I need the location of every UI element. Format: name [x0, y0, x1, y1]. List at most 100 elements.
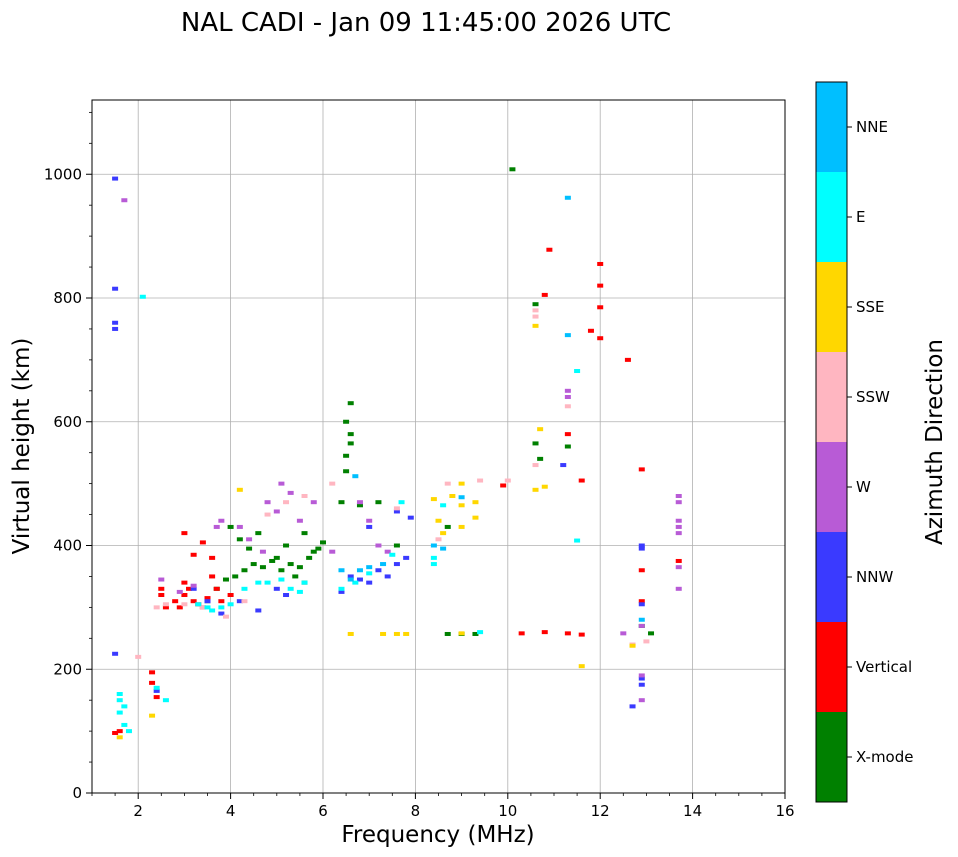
data-point-e [121, 704, 128, 709]
colorbar-segment-ssw [816, 352, 847, 442]
data-point-x-mode [250, 562, 257, 567]
data-point-x-mode [255, 531, 262, 536]
data-point-nne [458, 495, 465, 500]
data-point-sse [532, 487, 539, 492]
data-point-w [356, 500, 363, 505]
data-point-e [241, 586, 248, 591]
data-point-e [125, 729, 132, 734]
y-axis-ticks: 0 200 400 600 800 1000 [44, 111, 92, 802]
y-tick-label: 400 [53, 537, 82, 555]
data-point-w [675, 494, 682, 498]
data-point-nnw [638, 676, 645, 681]
data-point-ssw [532, 308, 539, 313]
data-point-e [352, 580, 359, 585]
colorbar-tick-label: SSE [856, 298, 885, 316]
data-point-e [574, 538, 581, 543]
colorbar-segment-w [816, 442, 847, 532]
data-point-w [329, 549, 336, 554]
data-point-ssw [643, 639, 650, 644]
data-point-w [384, 549, 391, 554]
plot-background [92, 100, 785, 793]
x-tick-label: 8 [411, 802, 421, 820]
data-point-vertical [204, 596, 211, 601]
data-point-e [153, 685, 160, 690]
data-point-vertical [597, 261, 604, 266]
data-point-x-mode [315, 546, 322, 551]
data-point-vertical [181, 580, 188, 585]
data-point-vertical [578, 632, 585, 637]
data-point-ssw [564, 404, 571, 409]
data-point-nne [564, 195, 571, 200]
data-point-x-mode [232, 574, 239, 579]
data-point-ssw [181, 602, 188, 607]
data-point-ssw [435, 537, 442, 542]
x-tick-label: 12 [591, 802, 610, 820]
x-tick-label: 14 [683, 802, 702, 820]
data-point-ssw [532, 463, 539, 468]
data-point-w [218, 518, 225, 523]
data-point-ssw [135, 654, 142, 659]
data-point-e [264, 580, 271, 585]
data-point-x-mode [306, 555, 313, 560]
data-point-sse [472, 500, 479, 505]
data-point-e [195, 602, 202, 607]
data-point-w [287, 490, 294, 495]
data-point-ssw [329, 481, 336, 486]
data-point-e [398, 500, 405, 505]
data-point-vertical [176, 605, 183, 610]
data-point-ssw [393, 506, 400, 511]
y-tick-label: 0 [72, 784, 82, 802]
data-point-sse [458, 524, 465, 529]
data-point-e [218, 605, 225, 610]
data-point-nnw [112, 286, 119, 291]
x-tick-label: 4 [226, 802, 236, 820]
data-point-nne [430, 543, 437, 548]
data-point-nnw [204, 599, 211, 604]
data-point-w [620, 631, 627, 636]
data-point-ssw [283, 500, 290, 505]
data-point-sse [629, 643, 636, 648]
data-point-x-mode [236, 537, 243, 542]
data-point-x-mode [347, 441, 354, 446]
data-point-vertical [153, 695, 160, 700]
data-point-vertical [546, 247, 553, 252]
data-point-w [675, 500, 682, 505]
data-point-w [246, 537, 253, 542]
gridlines [92, 100, 786, 794]
data-point-e [477, 630, 484, 635]
data-point-nnw [338, 589, 345, 594]
data-point-vertical [190, 552, 197, 557]
data-point-nne [356, 568, 363, 573]
data-point-x-mode [283, 543, 290, 548]
data-point-vertical [587, 328, 594, 333]
data-point-ssw [153, 605, 160, 610]
data-point-x-mode [393, 543, 400, 548]
data-point-sse [347, 631, 354, 636]
data-point-w [638, 673, 645, 678]
data-point-ssw [241, 599, 248, 604]
data-point-e [338, 586, 345, 591]
data-point-w [158, 577, 165, 582]
data-point-sse [116, 735, 123, 740]
colorbar-tick-label: NNW [856, 568, 893, 586]
data-point-nnw [112, 651, 119, 656]
data-points [112, 167, 682, 740]
data-point-nne [347, 577, 354, 582]
data-point-vertical [112, 730, 119, 735]
data-point-sse [380, 631, 387, 636]
data-point-nnw [629, 704, 636, 709]
data-point-nnw [347, 574, 354, 579]
data-point-vertical [172, 599, 179, 604]
data-point-nne [366, 565, 373, 570]
data-point-e [227, 602, 234, 607]
data-point-x-mode [444, 631, 451, 636]
data-point-w [675, 565, 682, 570]
data-point-e [121, 722, 128, 727]
data-point-sse [430, 497, 437, 502]
data-point-vertical [199, 540, 206, 545]
data-point-vertical [597, 336, 604, 341]
y-axis-label: Virtual height (km) [9, 338, 35, 555]
data-point-vertical [675, 558, 682, 563]
y-tick-label: 200 [53, 660, 82, 678]
colorbar-tick-label: SSW [856, 388, 890, 406]
